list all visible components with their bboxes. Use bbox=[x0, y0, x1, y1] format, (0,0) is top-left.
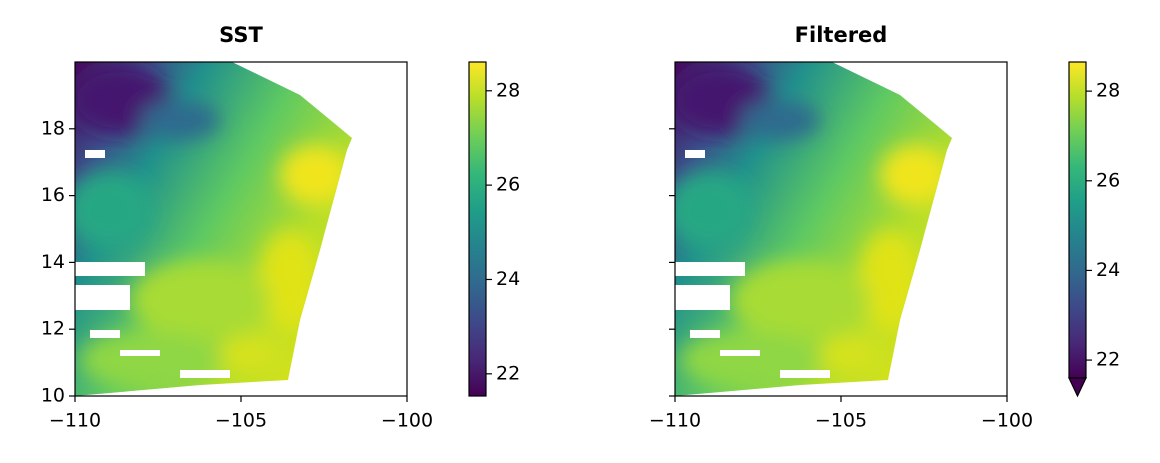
x-tick-label: −100 bbox=[981, 410, 1033, 432]
colorbar-tick-label: 28 bbox=[496, 79, 520, 101]
y-tick-label: 14 bbox=[41, 251, 65, 273]
panel-title: SST bbox=[219, 23, 263, 47]
colorbar-tick-label: 22 bbox=[1096, 349, 1120, 371]
colorbar bbox=[1068, 61, 1087, 379]
x-tick-label: −110 bbox=[49, 410, 101, 432]
colorbar-tick-label: 26 bbox=[496, 174, 520, 196]
colorbar-tick-label: 24 bbox=[496, 268, 520, 290]
colorbar-tick-label: 22 bbox=[496, 362, 520, 384]
x-tick-label: −110 bbox=[649, 410, 701, 432]
y-tick-label: 12 bbox=[41, 318, 65, 340]
y-tick-label: 18 bbox=[41, 117, 65, 139]
panel-title: Filtered bbox=[795, 23, 888, 47]
x-tick-label: −100 bbox=[381, 410, 433, 432]
x-tick-label: −105 bbox=[815, 410, 867, 432]
colorbar-tick-label: 28 bbox=[1096, 80, 1120, 102]
colorbar-tick-label: 24 bbox=[1096, 259, 1120, 281]
colorbar-extend bbox=[1068, 377, 1087, 398]
x-tick-label: −105 bbox=[215, 410, 267, 432]
y-tick-label: 10 bbox=[41, 385, 65, 407]
sst-field bbox=[75, 62, 352, 396]
colorbar bbox=[468, 61, 487, 397]
colorbar-tick-label: 26 bbox=[1096, 169, 1120, 191]
filtered-field bbox=[665, 62, 955, 396]
y-tick-label: 16 bbox=[41, 184, 65, 206]
